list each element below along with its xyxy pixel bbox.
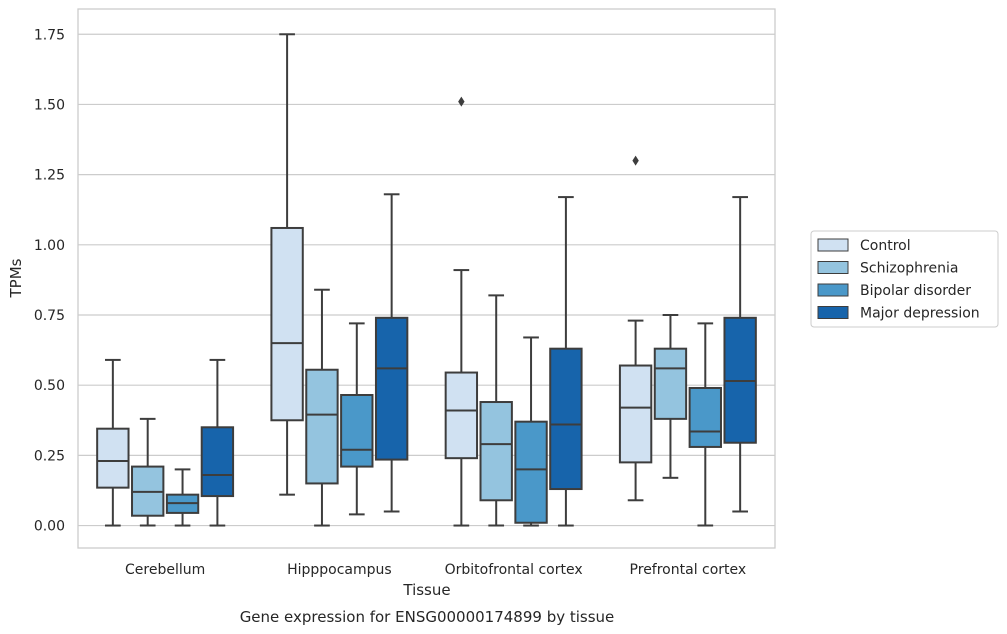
x-tick-label: Prefrontal cortex (630, 562, 747, 578)
box (340, 394, 374, 468)
box (514, 420, 548, 524)
legend-frame (810, 230, 999, 328)
series-group (165, 322, 722, 527)
y-tick-label: 1.50 (34, 97, 65, 113)
box (374, 316, 409, 461)
box (549, 347, 583, 491)
legend-label: Major depression (860, 306, 980, 322)
legend-swatch (817, 283, 849, 297)
plot-background (77, 8, 776, 549)
chart-caption: Gene expression for ENSG00000174899 by t… (240, 608, 615, 626)
box (96, 427, 130, 489)
box (305, 368, 339, 485)
x-tick-label: Hipppocampus (287, 562, 392, 578)
legend-items: Control Schizophrenia Bipolar disorder Majo… (817, 238, 980, 322)
series-group (96, 33, 653, 527)
y-tick-label: 1.75 (34, 27, 65, 43)
y-tick-label: 0.50 (34, 378, 65, 394)
y-axis-ticks: 0.00 0.25 0.50 0.75 1.00 1.25 1.50 1.75 (34, 27, 65, 534)
legend-swatch (817, 306, 849, 319)
x-tick-label: Cerebellum (125, 562, 205, 578)
box (479, 401, 513, 502)
y-tick-label: 1.00 (34, 238, 65, 254)
legend: Control Schizophrenia Bipolar disorder Majo… (810, 230, 999, 328)
box (444, 371, 479, 460)
box (688, 386, 722, 448)
box-series (96, 33, 757, 527)
series-group (131, 288, 688, 527)
y-tick-label: 0.00 (34, 519, 65, 535)
outlier-marker (458, 96, 465, 107)
legend-swatch (817, 238, 849, 252)
y-tick-label: 0.25 (34, 448, 65, 464)
y-tick-label: 0.75 (34, 308, 65, 324)
legend-label: Bipolar disorder (860, 283, 971, 299)
legend-label: Schizophrenia (860, 261, 958, 277)
y-axis-label: TPMs (7, 258, 25, 298)
x-tick-label: Orbitofrontal cortex (445, 562, 583, 578)
series-group (200, 193, 757, 527)
legend-label: Control (860, 238, 911, 254)
box (653, 347, 688, 420)
x-axis-label: Tissue (402, 581, 450, 599)
box (618, 364, 653, 464)
y-tick-label: 1.25 (34, 168, 65, 184)
box (270, 226, 304, 422)
x-axis-ticks: Cerebellum Hipppocampus Orbitofrontal cort… (125, 562, 746, 578)
grid-lines (78, 33, 775, 527)
legend-swatch (817, 261, 849, 274)
box (200, 426, 235, 498)
outlier-marker (632, 155, 639, 166)
